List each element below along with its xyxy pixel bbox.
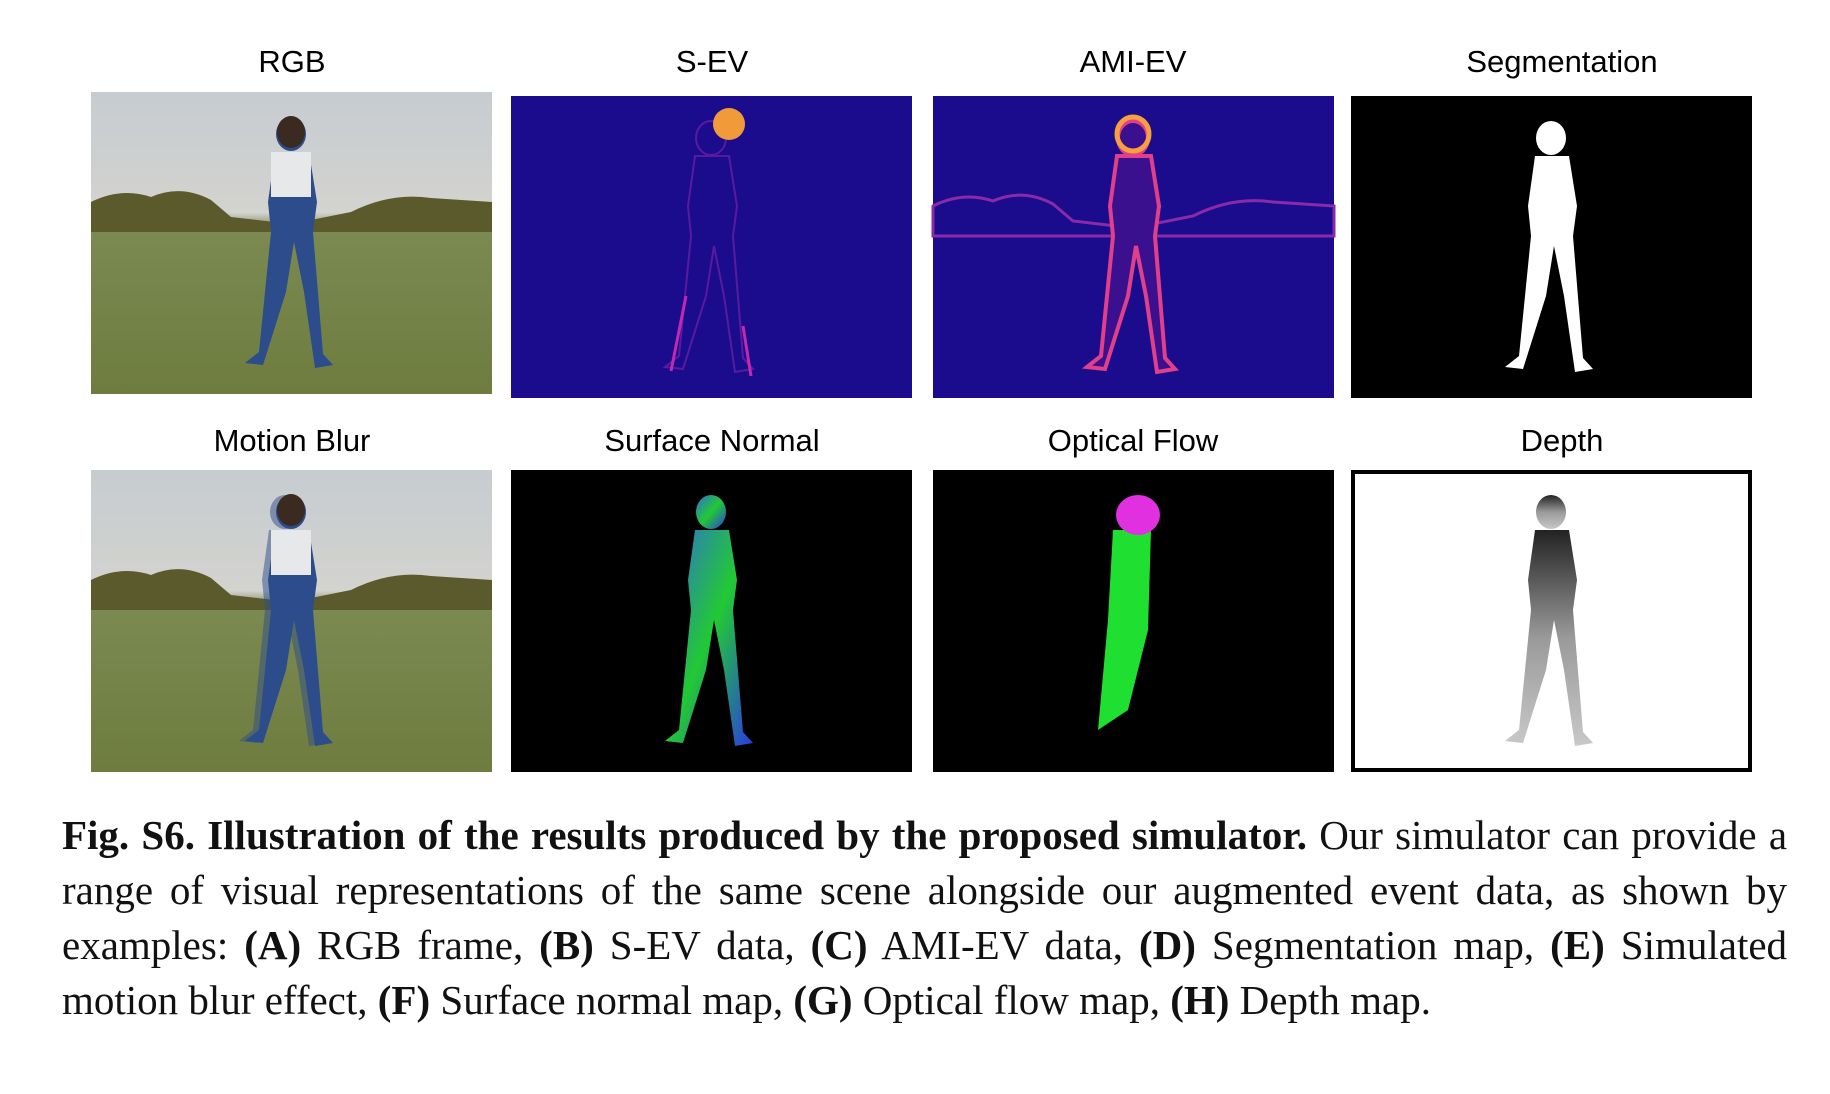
figure: RGB S-EV AMI-EV Segmentation Motion Blur… [91, 44, 1752, 772]
item-letter: (H) [1170, 977, 1230, 1023]
item-letter: (D) [1139, 922, 1196, 968]
item-text: AMI-EV data, [881, 922, 1124, 968]
panel-title: Optical Flow [1048, 423, 1219, 458]
item-text: Optical flow map, [862, 977, 1160, 1023]
motion-blur-image [91, 470, 492, 772]
item-letter: (A) [244, 922, 302, 968]
depth-image [1351, 470, 1752, 772]
item-text: Depth map. [1239, 977, 1431, 1023]
item-text: Segmentation map, [1211, 922, 1535, 968]
amiev-image [931, 96, 1336, 398]
item-letter: (E) [1550, 922, 1605, 968]
item-text: Surface normal map, [440, 977, 784, 1023]
caption-label: Fig. S6. [62, 812, 195, 858]
item-letter: (B) [539, 922, 594, 968]
panel-title: Motion Blur [214, 423, 371, 458]
caption-intro: Our simulator can provide a range of vis… [62, 812, 1788, 968]
segmentation-image [1351, 96, 1752, 398]
item-text: RGB frame, [317, 922, 524, 968]
panel-title: RGB [258, 44, 325, 79]
optical-flow-image [933, 470, 1334, 772]
item-text: S-EV data, [609, 922, 795, 968]
panel-title: S-EV [676, 44, 749, 79]
item-text: Simulated motion blur effect, [62, 922, 1788, 1023]
caption-title: Illustration of the results produced by … [207, 812, 1307, 858]
item-letter: (F) [377, 977, 431, 1023]
panel-title: Segmentation [1466, 44, 1657, 79]
surface-normal-image [511, 470, 912, 772]
item-letter: (C) [810, 922, 868, 968]
rgb-image [91, 92, 492, 394]
panel-title: Surface Normal [604, 423, 819, 458]
panel-title: AMI-EV [1080, 44, 1187, 79]
panel-title: Depth [1521, 423, 1604, 458]
caption: Fig. S6. Illustration of the results pro… [62, 808, 1787, 1028]
sev-image [511, 96, 912, 398]
item-letter: (G) [793, 977, 853, 1023]
